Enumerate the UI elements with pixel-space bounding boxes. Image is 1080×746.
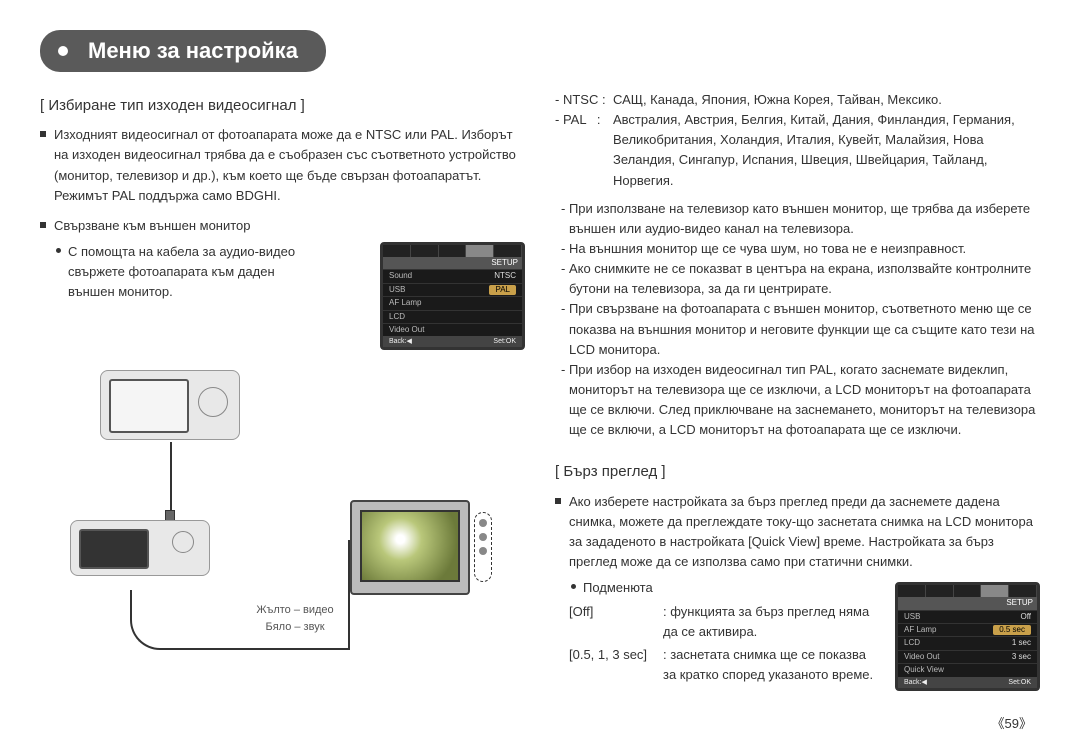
- camera-back-illustration: [100, 370, 240, 440]
- lcd-row: SoundNTSC: [383, 269, 522, 282]
- lcd-row: USBOff: [898, 610, 1037, 623]
- region-tag: - NTSC :: [555, 90, 607, 110]
- banner-text: Меню за настройка: [88, 38, 298, 63]
- note-item: - При използване на телевизор като външе…: [555, 199, 1040, 239]
- lcd-title: SETUP: [898, 597, 1037, 609]
- region-list: Австралия, Австрия, Белгия, Китай, Дания…: [613, 110, 1040, 191]
- tv-av-jacks: [474, 512, 492, 582]
- lcd-row: Video Out3 sec: [898, 650, 1037, 663]
- paragraph: С помощта на кабела за аудио-видео свърж…: [54, 242, 324, 302]
- region-tag: - PAL :: [555, 110, 607, 191]
- camera-lcd-quick-view: SETUP USBOff AF Lamp0.5 sec LCD1 sec Vid…: [895, 582, 1040, 690]
- paragraph: Изходният видеосигнал от фотоапарата мож…: [40, 125, 525, 206]
- section-heading: [ Избиране тип изходен видеосигнал ]: [40, 94, 525, 117]
- cable-line: [170, 442, 172, 512]
- region-pal: - PAL : Австралия, Австрия, Белгия, Кита…: [555, 110, 1040, 191]
- lcd-row: Quick View: [898, 663, 1037, 676]
- def-val: : функцията за бърз преглед няма да се а…: [663, 602, 879, 642]
- lcd-footer: Back:◀Set:OK: [898, 677, 1037, 688]
- subheading-text: Свързване към външен монитор: [54, 218, 251, 233]
- lcd-row: LCD: [383, 310, 522, 323]
- region-ntsc: - NTSC : САЩ, Канада, Япония, Южна Корея…: [555, 90, 1040, 110]
- two-column-layout: [ Избиране тип изходен видеосигнал ] Изх…: [40, 90, 1040, 691]
- connection-diagram: Жълто – видео Бяло – звук: [40, 370, 500, 690]
- definition-row: [0.5, 1, 3 sec] : заснетата снимка ще се…: [569, 645, 879, 685]
- note-item: - При свързване на фотоапарата с външен …: [555, 299, 1040, 359]
- page-title-banner: Меню за настройка: [40, 30, 326, 72]
- def-key: [0.5, 1, 3 sec]: [569, 645, 657, 685]
- submenu-label: Подменюта: [569, 578, 1040, 598]
- lcd-row: AF Lamp0.5 sec: [898, 623, 1037, 636]
- camera-lcd-video-out: SETUP SoundNTSC USBPAL AF Lamp LCD Video…: [380, 242, 525, 350]
- caption-line: Бяло – звук: [240, 619, 350, 636]
- lcd-tabs: [383, 245, 522, 257]
- tv-illustration: [350, 500, 470, 595]
- lcd-row: LCD1 sec: [898, 636, 1037, 649]
- left-column: [ Избиране тип изходен видеосигнал ] Изх…: [40, 90, 525, 691]
- lcd-row: USBPAL: [383, 283, 522, 296]
- paragraph: Ако изберете настройката за бърз преглед…: [555, 492, 1040, 573]
- note-item: - Ако снимките не се показват в центъра …: [555, 259, 1040, 299]
- def-key: [Off]: [569, 602, 657, 642]
- section-heading: [ Бърз преглед ]: [555, 460, 1040, 483]
- note-item: - На външния монитор ще се чува шум, но …: [555, 239, 1040, 259]
- lcd-row: Video Out: [383, 323, 522, 336]
- definition-list: [Off] : функцията за бърз преглед няма д…: [569, 602, 879, 685]
- def-val: : заснетата снимка ще се показва за крат…: [663, 645, 879, 685]
- camera-side-illustration: [70, 520, 210, 576]
- lcd-footer: Back:◀Set:OK: [383, 336, 522, 347]
- subheading: Свързване към външен монитор: [40, 216, 525, 236]
- note-item: - При избор на изходен видеосигнал тип P…: [555, 360, 1040, 441]
- diagram-caption: Жълто – видео Бяло – звук: [240, 602, 350, 636]
- definition-row: [Off] : функцията за бърз преглед няма д…: [569, 602, 879, 642]
- region-list: САЩ, Канада, Япония, Южна Корея, Тайван,…: [613, 90, 942, 110]
- lcd-title: SETUP: [383, 257, 522, 269]
- caption-line: Жълто – видео: [240, 602, 350, 619]
- right-column: - NTSC : САЩ, Канада, Япония, Южна Корея…: [555, 90, 1040, 691]
- lcd-row: AF Lamp: [383, 296, 522, 309]
- page-number: 《59》: [992, 713, 1032, 732]
